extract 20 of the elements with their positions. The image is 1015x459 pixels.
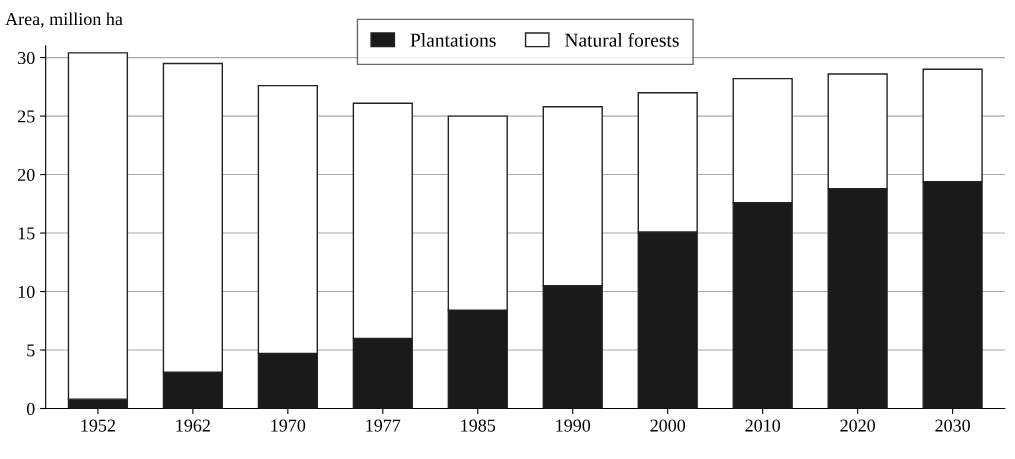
x-tick-label: 1977 [366, 419, 401, 432]
y-tick-label: 30 [18, 51, 35, 65]
y-tick-label: 15 [18, 227, 35, 240]
x-tick-label: 2030 [935, 419, 970, 432]
x-tick-label: 1985 [461, 419, 496, 432]
y-tick-label: 25 [18, 110, 35, 123]
x-tick-label: 1962 [176, 419, 210, 432]
x-tick-label: 1970 [271, 419, 306, 432]
y-tick-label: 10 [18, 285, 35, 298]
legend-label: Natural forests [565, 32, 679, 47]
legend-label: Plantations [410, 33, 496, 47]
x-tick-label: 2010 [745, 419, 781, 432]
x-tick-label: 1952 [81, 419, 115, 432]
x-tick-label: 2000 [650, 419, 686, 432]
x-tick-label: 1990 [556, 419, 591, 432]
y-tick-label: 0 [26, 402, 35, 415]
y-tick-label: 5 [27, 344, 35, 357]
y-axis-title: Area, million ha [5, 12, 123, 28]
x-tick-label: 2020 [840, 419, 876, 432]
y-tick-label: 20 [18, 168, 35, 182]
